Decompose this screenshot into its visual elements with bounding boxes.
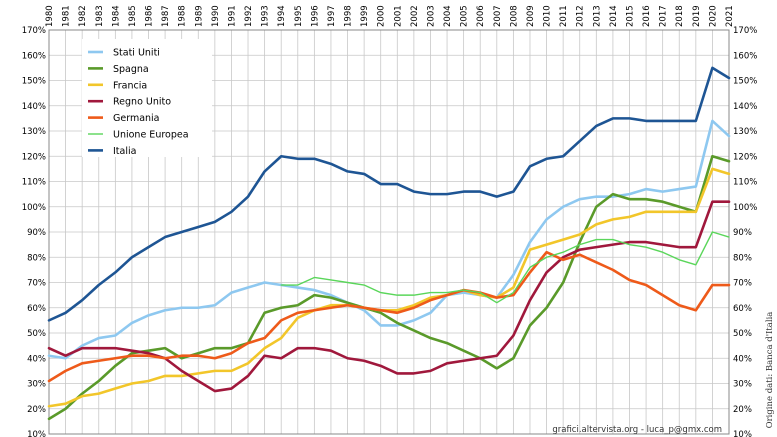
x-tick-label: 1983 [95, 5, 105, 27]
y-tick-label-left: 70% [27, 279, 46, 289]
legend-label: Spagna [113, 64, 149, 75]
x-tick-label: 2019 [692, 5, 702, 27]
y-tick-label-right: 170% [733, 26, 757, 36]
legend-label: Italia [113, 146, 136, 157]
y-tick-label-left: 170% [22, 26, 46, 36]
y-tick-label-left: 140% [22, 102, 46, 112]
x-tick-label: 2007 [493, 5, 503, 27]
x-tick-label: 1986 [145, 5, 155, 27]
x-tick-label: 2016 [642, 5, 652, 27]
y-tick-label-right: 20% [733, 405, 752, 415]
axes: 10% 10% 20% 20% 30% 30% 40% 40% 50% 50% 60% 60% 70% 7… [22, 5, 758, 437]
y-tick-label-right: 110% [733, 178, 757, 188]
x-tick-label: 1993 [261, 5, 271, 27]
series-line-italia [47, 66, 731, 322]
x-tick-label: 1988 [178, 5, 188, 27]
x-tick-label: 2015 [625, 5, 635, 27]
y-tick-label-left: 10% [27, 430, 46, 437]
y-tick-label-left: 150% [22, 77, 46, 87]
y-tick-label-left: 60% [27, 304, 46, 314]
y-tick-label-right: 50% [733, 329, 752, 339]
x-tick-label: 1994 [277, 5, 287, 27]
x-tick-label: 1990 [211, 5, 221, 27]
y-tick-label-left: 30% [27, 380, 46, 390]
x-tick-label: 2003 [426, 5, 436, 27]
x-tick-label: 1996 [310, 5, 320, 27]
legend: Stati Uniti Spagna Francia Regno Unito Germa… [82, 39, 212, 157]
y-tick-label-right: 140% [733, 102, 757, 112]
y-tick-label-left: 50% [27, 329, 46, 339]
y-tick-label-right: 10% [733, 430, 752, 437]
x-tick-label: 2012 [576, 5, 586, 27]
x-tick-label: 1985 [128, 5, 138, 27]
x-tick-label: 1998 [344, 5, 354, 27]
y-tick-label-right: 30% [733, 380, 752, 390]
x-tick-label: 2020 [708, 5, 718, 27]
x-tick-label: 1992 [244, 5, 254, 27]
x-tick-label: 2014 [609, 5, 619, 27]
y-tick-label-right: 100% [733, 203, 757, 213]
x-tick-label: 1997 [327, 5, 337, 27]
plot-frame [48, 29, 730, 435]
y-tick-label-right: 80% [733, 253, 752, 263]
y-tick-label-right: 160% [733, 51, 757, 61]
y-tick-label-right: 90% [733, 228, 752, 238]
x-tick-label: 1995 [294, 5, 304, 27]
legend-box [82, 39, 212, 157]
x-tick-label: 1982 [78, 5, 88, 27]
y-tick-label-right: 130% [733, 127, 757, 137]
x-tick-label: 1991 [227, 5, 237, 27]
y-tick-label-right: 40% [733, 354, 752, 364]
credit-text: grafici.altervista.org - luca_p@gmx.com [552, 425, 722, 435]
x-tick-label: 1999 [360, 5, 370, 27]
x-tick-label: 2004 [443, 5, 453, 27]
legend-label: Regno Unito [113, 97, 171, 108]
x-tick-label: 2008 [509, 5, 519, 27]
series-line-spagna [47, 154, 731, 421]
legend-label: Unione Europea [113, 130, 189, 141]
x-tick-label: 1987 [161, 5, 171, 27]
x-tick-label: 2005 [460, 5, 470, 27]
series-line-unione-europea [280, 231, 730, 304]
y-tick-label-right: 120% [733, 152, 757, 162]
y-tick-label-right: 60% [733, 304, 752, 314]
x-tick-label: 2006 [476, 5, 486, 27]
y-tick-label-left: 90% [27, 228, 46, 238]
x-tick-label: 1989 [194, 5, 204, 27]
y-tick-label-left: 20% [27, 405, 46, 415]
x-tick-label: 2009 [526, 5, 536, 27]
x-tick-label: 2017 [659, 5, 669, 27]
y-tick-label-left: 130% [22, 127, 46, 137]
legend-label: Germania [113, 113, 160, 124]
source-text: Origine dati: Banca d'Italia [765, 312, 775, 429]
y-tick-label-left: 120% [22, 152, 46, 162]
grid [48, 29, 730, 435]
x-tick-label: 1981 [62, 5, 72, 27]
y-tick-label-right: 70% [733, 279, 752, 289]
y-tick-label-left: 80% [27, 253, 46, 263]
y-tick-label-left: 160% [22, 51, 46, 61]
x-tick-label: 2010 [543, 5, 553, 27]
x-tick-label: 2001 [393, 5, 403, 27]
x-tick-label: 2013 [592, 5, 602, 27]
x-tick-label: 2018 [675, 5, 685, 27]
x-tick-label: 2021 [725, 5, 735, 27]
legend-label: Francia [113, 80, 147, 91]
x-tick-label: 2011 [559, 5, 569, 27]
x-tick-label: 1980 [45, 5, 55, 27]
series-line-germania [47, 250, 731, 383]
series-group [47, 66, 731, 421]
x-tick-label: 1984 [111, 5, 121, 27]
y-tick-label-left: 110% [22, 178, 46, 188]
y-tick-label-left: 100% [22, 203, 46, 213]
x-tick-label: 2002 [410, 5, 420, 27]
legend-label: Stati Uniti [113, 48, 160, 59]
y-tick-label-left: 40% [27, 354, 46, 364]
y-tick-label-right: 150% [733, 77, 757, 87]
x-tick-label: 2000 [377, 5, 387, 27]
